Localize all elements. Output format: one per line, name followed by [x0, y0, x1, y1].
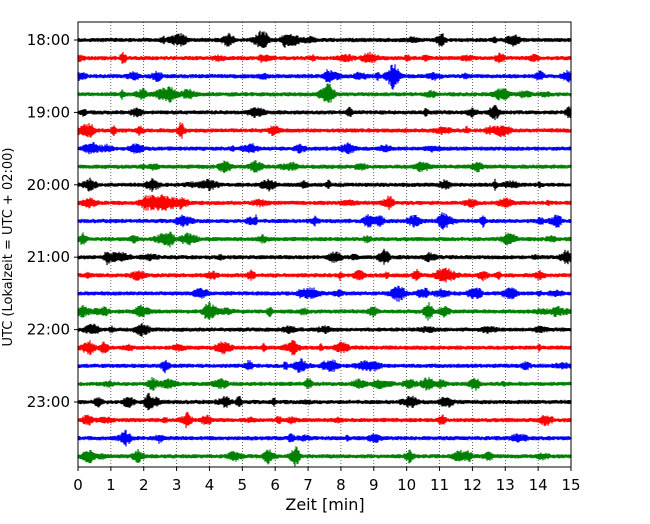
y-tick-label: 18:00 [27, 31, 70, 49]
x-tick-label: 8 [336, 476, 346, 494]
y-tick-label: 22:00 [27, 321, 70, 339]
x-tick-label: 11 [430, 476, 449, 494]
x-tick-label: 1 [106, 476, 116, 494]
grid-layer [110, 22, 539, 467]
y-tick-label: 20:00 [27, 176, 70, 194]
x-tick-label: 5 [238, 476, 248, 494]
x-tick-label: 15 [561, 476, 580, 494]
x-tick-label: 12 [463, 476, 482, 494]
x-axis: 0 1 2 3 4 5 6 7 8 9 10 11 12 13 14 15 [73, 467, 581, 494]
x-tick-label: 14 [529, 476, 548, 494]
y-tick-label: 23:00 [27, 393, 70, 411]
x-tick-label: 7 [303, 476, 313, 494]
x-tick-label: 13 [496, 476, 515, 494]
y-axis-label: UTC (Lokalzeit = UTC + 02:00) [1, 148, 16, 347]
y-tick-label: 21:00 [27, 248, 70, 266]
x-tick-label: 3 [172, 476, 182, 494]
y-axis: 18:00 19:00 20:00 21:00 22:00 23:00 [27, 31, 78, 411]
x-axis-label: Zeit [min] [285, 495, 364, 514]
x-tick-label: 4 [205, 476, 215, 494]
plot-frame [77, 21, 572, 468]
y-tick-label: 19:00 [27, 103, 70, 121]
x-tick-label: 9 [369, 476, 379, 494]
x-tick-label: 2 [139, 476, 149, 494]
x-tick-label: 10 [397, 476, 416, 494]
x-tick-label: 6 [270, 476, 280, 494]
x-tick-label: 0 [73, 476, 83, 494]
